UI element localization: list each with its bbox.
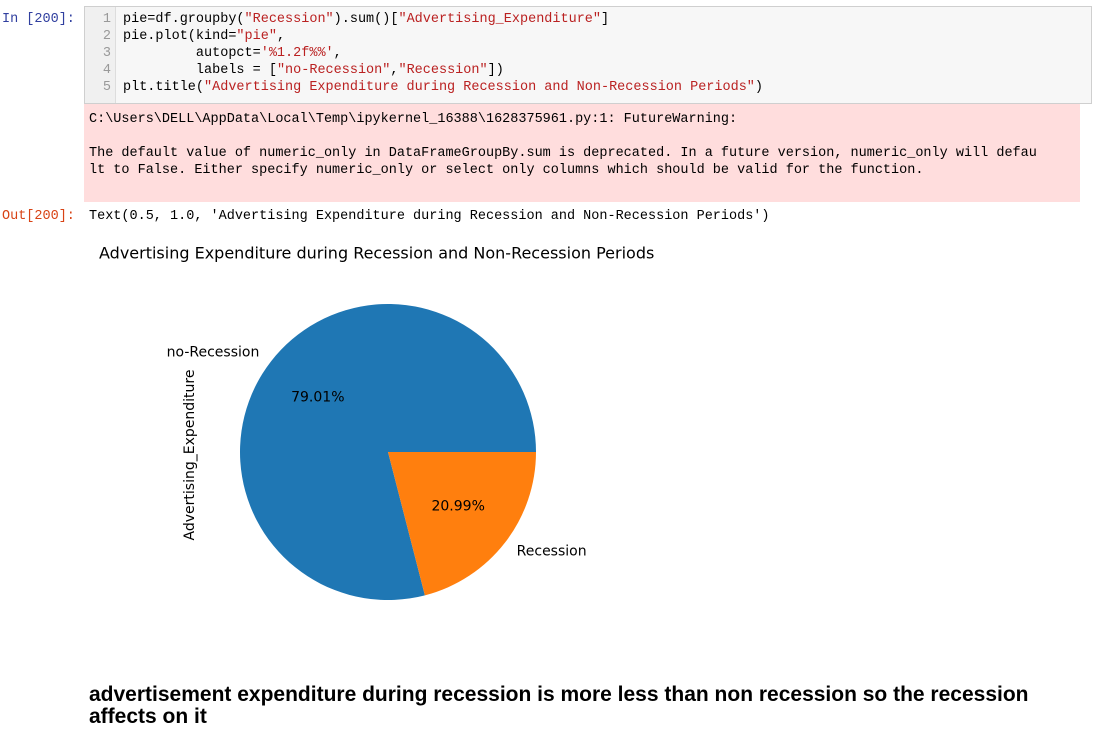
y-axis-label: Advertising_Expenditure: [182, 370, 198, 541]
stderr-line: C:\Users\DELL\AppData\Local\Temp\ipykern…: [89, 112, 738, 127]
code-cell[interactable]: 1 pie=df.groupby("Recession").sum()["Adve…: [84, 6, 1092, 104]
slice-label: Recession: [517, 544, 587, 560]
line-number: 5: [102, 80, 111, 95]
chart: Advertising Expenditure during Recession…: [99, 244, 654, 600]
code-line: autopct='%1.2f%%',: [123, 46, 342, 61]
line-number: 1: [102, 12, 111, 27]
line-number: 2: [102, 29, 111, 44]
line-number: 3: [102, 46, 111, 61]
output-prompt: Out[200]:: [2, 209, 75, 224]
slice-label: no-Recession: [167, 344, 260, 360]
output-text: Text(0.5, 1.0, 'Advertising Expenditure …: [89, 209, 770, 224]
line-number: 4: [102, 63, 111, 78]
chart-title: Advertising Expenditure during Recession…: [99, 244, 654, 263]
input-prompt: In [200]:: [2, 12, 75, 27]
percent-label: 20.99%: [431, 498, 484, 514]
stderr-line: lt to False. Either specify numeric_only…: [89, 163, 924, 178]
gutter: [85, 7, 116, 103]
code-line: pie=df.groupby("Recession").sum()["Adver…: [123, 12, 610, 27]
code-line: pie.plot(kind="pie",: [123, 29, 286, 44]
code-line: plt.title("Advertising Expenditure durin…: [123, 80, 764, 95]
pie-slice: [388, 452, 536, 596]
stderr-output: C:\Users\DELL\AppData\Local\Temp\ipykern…: [84, 104, 1080, 202]
markdown-text: advertisement expenditure during recessi…: [89, 683, 1029, 728]
percent-label: 79.01%: [291, 390, 344, 406]
stderr-line: The default value of numeric_only in Dat…: [89, 146, 1037, 161]
code-line: labels = ["no-Recession","Recession"]): [123, 63, 504, 78]
